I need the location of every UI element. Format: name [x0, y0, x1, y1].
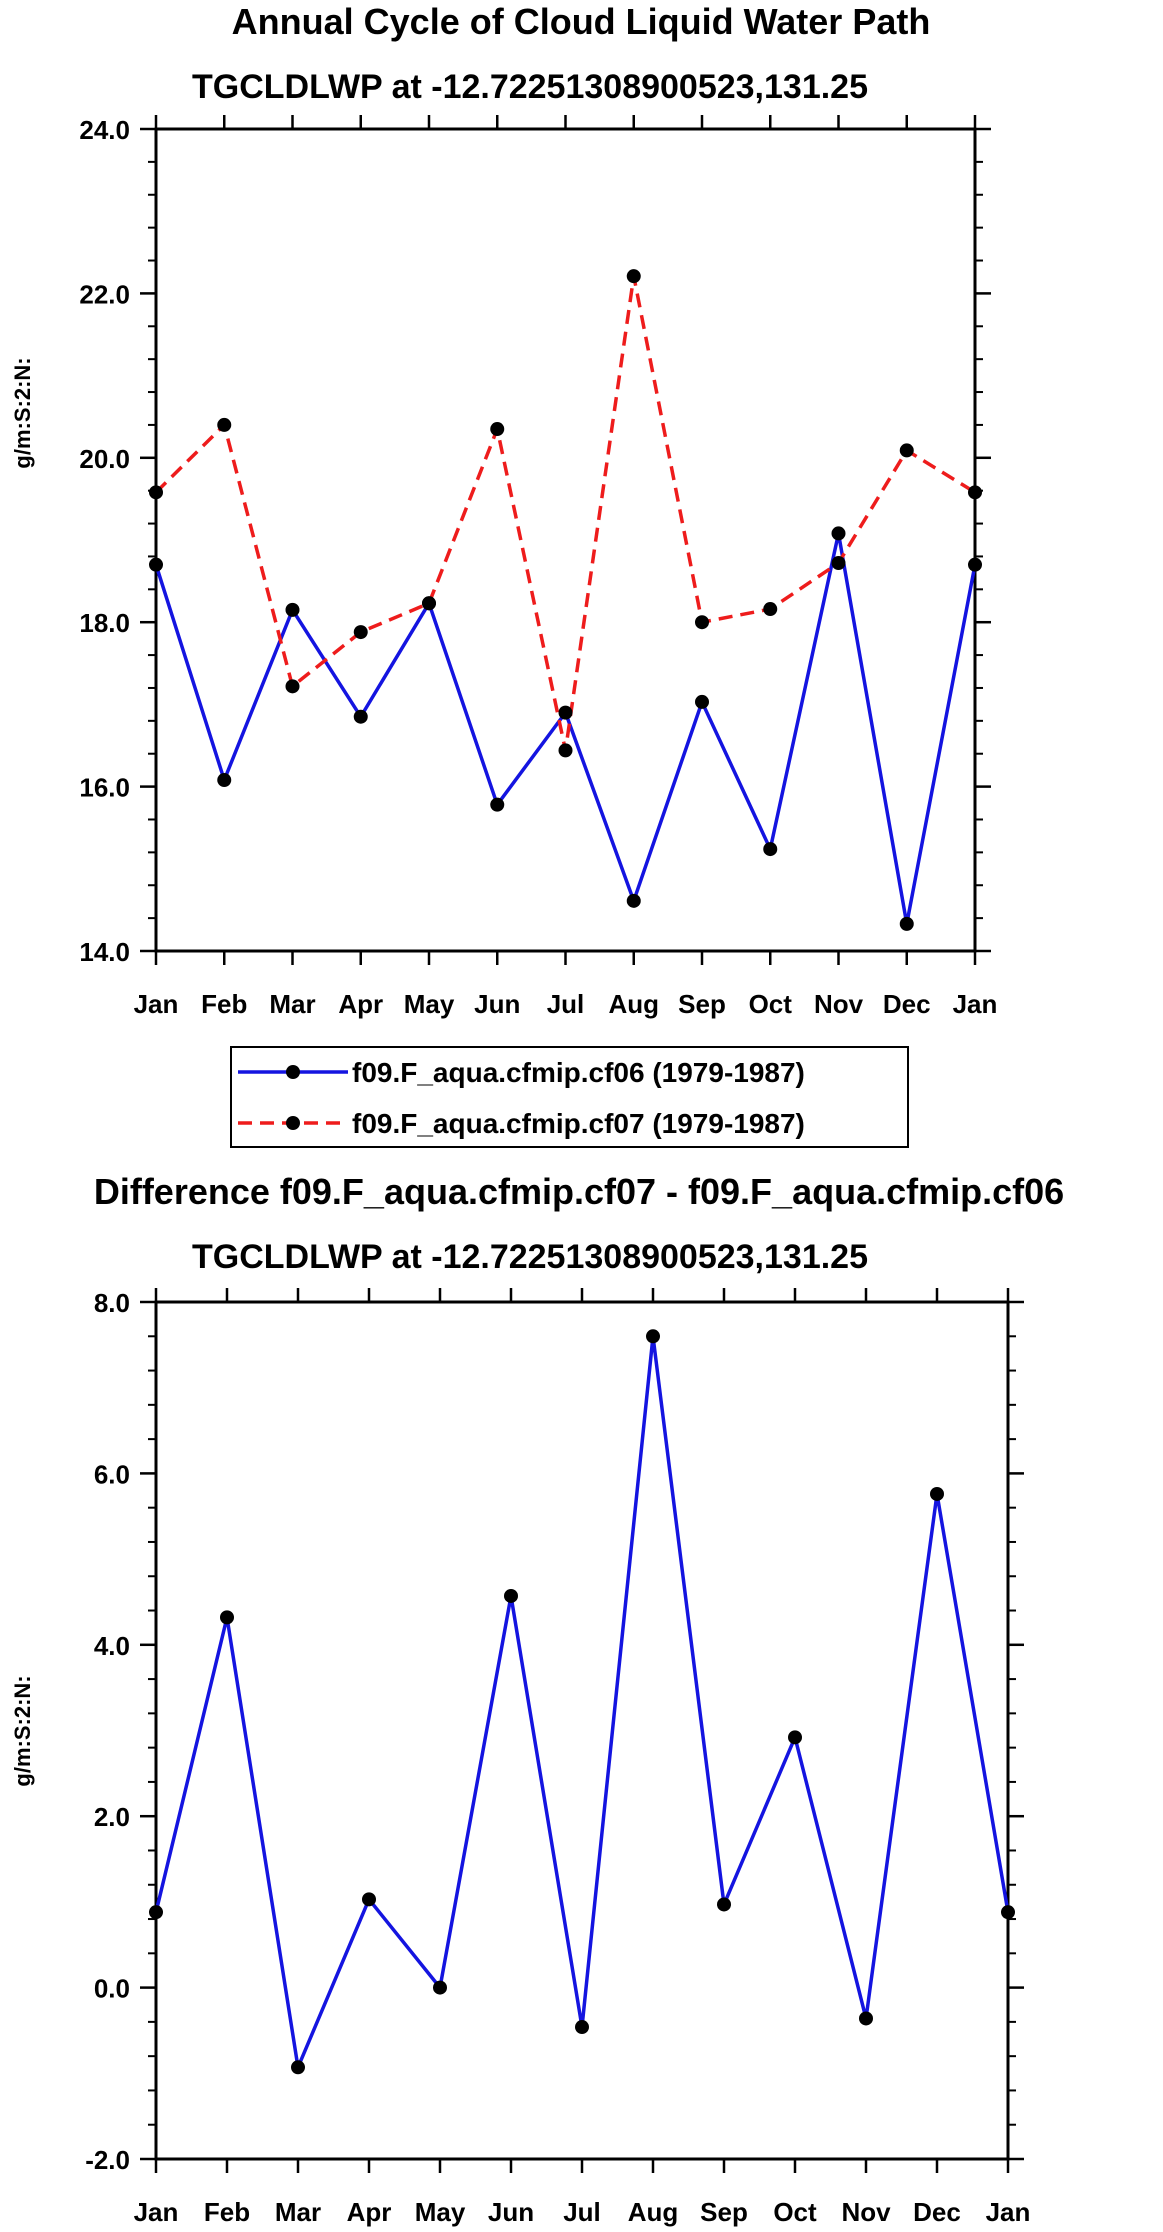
chart1-subtitle: TGCLDLWP at -12.72251308900523,131.25: [192, 68, 868, 106]
chart2-series-0-point: [788, 1730, 802, 1745]
chart2-series-0-point: [504, 1588, 518, 1603]
chart2-xtick-label: Jul: [563, 2197, 601, 2227]
chart2-y-axis-label: g/m:S:2:N:: [10, 1675, 35, 1786]
chart1-series-0-point: [149, 557, 163, 572]
chart1-xtick-label: Jun: [474, 989, 520, 1019]
chart1-series-1-point: [626, 269, 641, 284]
chart1-series-1-point: [490, 422, 505, 437]
chart1-ytick-label: 14.0: [79, 937, 130, 967]
chart1-series-0-point: [217, 773, 232, 788]
chart2-xtick-label: Aug: [628, 2197, 679, 2227]
chart1-series-1-point: [149, 485, 163, 500]
chart2-series-0-point: [291, 2060, 305, 2075]
chart1-series-0-point: [899, 916, 914, 931]
chart1-plot-area: Jan Feb Mar Apr May Jun Jul Aug Sep Oct Nov Dec Jan1…: [79, 115, 997, 1019]
chart2-subtitle: TGCLDLWP at -12.72251308900523,131.25: [192, 1238, 868, 1276]
chart1-series-0-point: [490, 797, 505, 812]
chart1-series-1-point: [558, 743, 573, 758]
legend-marker-cf07: [286, 1116, 300, 1130]
chart1-xtick-label: Jan: [953, 989, 998, 1019]
chart1-series-0-point: [831, 526, 846, 541]
chart1-series-1-point: [217, 417, 232, 432]
chart1-xtick-label: Oct: [749, 989, 793, 1019]
chart1-series-1-point: [831, 556, 846, 571]
chart1-xtick-label: Nov: [814, 989, 864, 1019]
chart2-xtick-label: Oct: [773, 2197, 817, 2227]
chart1-series-1-line: [154, 274, 976, 753]
chart2-title: Difference f09.F_aqua.cfmip.cf07 - f09.F…: [94, 1171, 1064, 1212]
chart2-series-0-line: [154, 1334, 1010, 2070]
chart2-xtick-label: Feb: [204, 2197, 250, 2227]
chart1-xtick-label: Feb: [201, 989, 247, 1019]
chart2-series-0-point: [575, 2020, 589, 2035]
chart1-series-0-point: [763, 842, 778, 857]
chart1-series-1-point: [695, 615, 709, 630]
chart2-series-0-point: [1001, 1905, 1015, 1920]
chart1-xtick-label: Mar: [269, 989, 315, 1019]
chart1-series-0-point: [626, 893, 641, 908]
chart1-series-1-point: [899, 443, 914, 458]
chart2-series-0-point: [149, 1905, 163, 1920]
chart1-legend: f09.F_aqua.cfmip.cf06 (1979-1987) f09.F_…: [230, 1046, 909, 1148]
chart2-series-0-point: [646, 1329, 660, 1344]
chart2-xtick-label: Apr: [347, 2197, 392, 2227]
chart1-series-0-point: [353, 709, 368, 724]
chart1-xtick-label: Jul: [547, 989, 585, 1019]
chart1-series-1-point: [968, 485, 982, 500]
legend-label-cf06: f09.F_aqua.cfmip.cf06 (1979-1987): [352, 1057, 805, 1088]
chart2-series-0-point: [859, 2011, 873, 2026]
chart1-ytick-label: 20.0: [79, 444, 130, 474]
chart1-series-0-point: [285, 602, 300, 617]
chart1-series-0-point: [558, 705, 573, 720]
chart2-ytick-label: -2.0: [85, 2145, 130, 2175]
chart2-xtick-label: Nov: [841, 2197, 891, 2227]
chart2-series-0-point: [220, 1610, 234, 1625]
chart2-xtick-label: May: [415, 2197, 466, 2227]
chart1-y-axis-label: g/m:S:2:N:: [10, 357, 35, 468]
chart1-ytick-label: 24.0: [79, 115, 130, 145]
chart2-xtick-label: Mar: [275, 2197, 321, 2227]
chart1-xtick-label: Jan: [134, 989, 179, 1019]
chart2-series-0-point: [717, 1897, 731, 1912]
chart1-xtick-label: May: [404, 989, 455, 1019]
chart2-xtick-label: Jan: [134, 2197, 179, 2227]
chart1-series-0-point: [695, 694, 709, 709]
chart2-xtick-label: Dec: [913, 2197, 961, 2227]
chart2-series-0-point: [362, 1892, 376, 1907]
chart2-ytick-label: 0.0: [94, 1974, 130, 2004]
chart1-xtick-label: Aug: [608, 989, 659, 1019]
chart1-xtick-label: Apr: [338, 989, 383, 1019]
chart1-series-1-point: [353, 625, 368, 640]
chart2-series-0-point: [930, 1486, 944, 1501]
chart1-title: Annual Cycle of Cloud Liquid Water Path: [232, 1, 931, 42]
chart1-ytick-label: 16.0: [79, 773, 130, 803]
chart2-ytick-label: 8.0: [94, 1288, 130, 1318]
chart1-xtick-label: Dec: [883, 989, 931, 1019]
chart2-ytick-label: 4.0: [94, 1631, 130, 1661]
chart1-xtick-label: Sep: [678, 989, 726, 1019]
chart2-ytick-label: 6.0: [94, 1459, 130, 1489]
chart2-xtick-label: Jun: [488, 2197, 534, 2227]
chart1-ytick-label: 18.0: [79, 608, 130, 638]
chart1-series-1-point: [285, 679, 300, 694]
legend-box: [230, 1046, 909, 1148]
chart2-ytick-label: 2.0: [94, 1802, 130, 1832]
chart2-series-0-point: [433, 1980, 447, 1995]
legend-label-cf07: f09.F_aqua.cfmip.cf07 (1979-1987): [352, 1108, 805, 1139]
chart1-series-1-point: [763, 602, 778, 617]
chart1-ytick-label: 22.0: [79, 279, 130, 309]
chart2-xtick-label: Jan: [986, 2197, 1031, 2227]
chart2-plot-area: Jan Feb Mar Apr May Jun Jul Aug Sep Oct Nov Dec Jan-…: [85, 1288, 1030, 2227]
legend-marker-cf06: [286, 1065, 300, 1079]
chart1-series-0-point: [968, 557, 982, 572]
chart1-series-1-point: [422, 596, 436, 611]
chart2-xtick-label: Sep: [700, 2197, 748, 2227]
chart1-series-0-line: [154, 531, 977, 926]
